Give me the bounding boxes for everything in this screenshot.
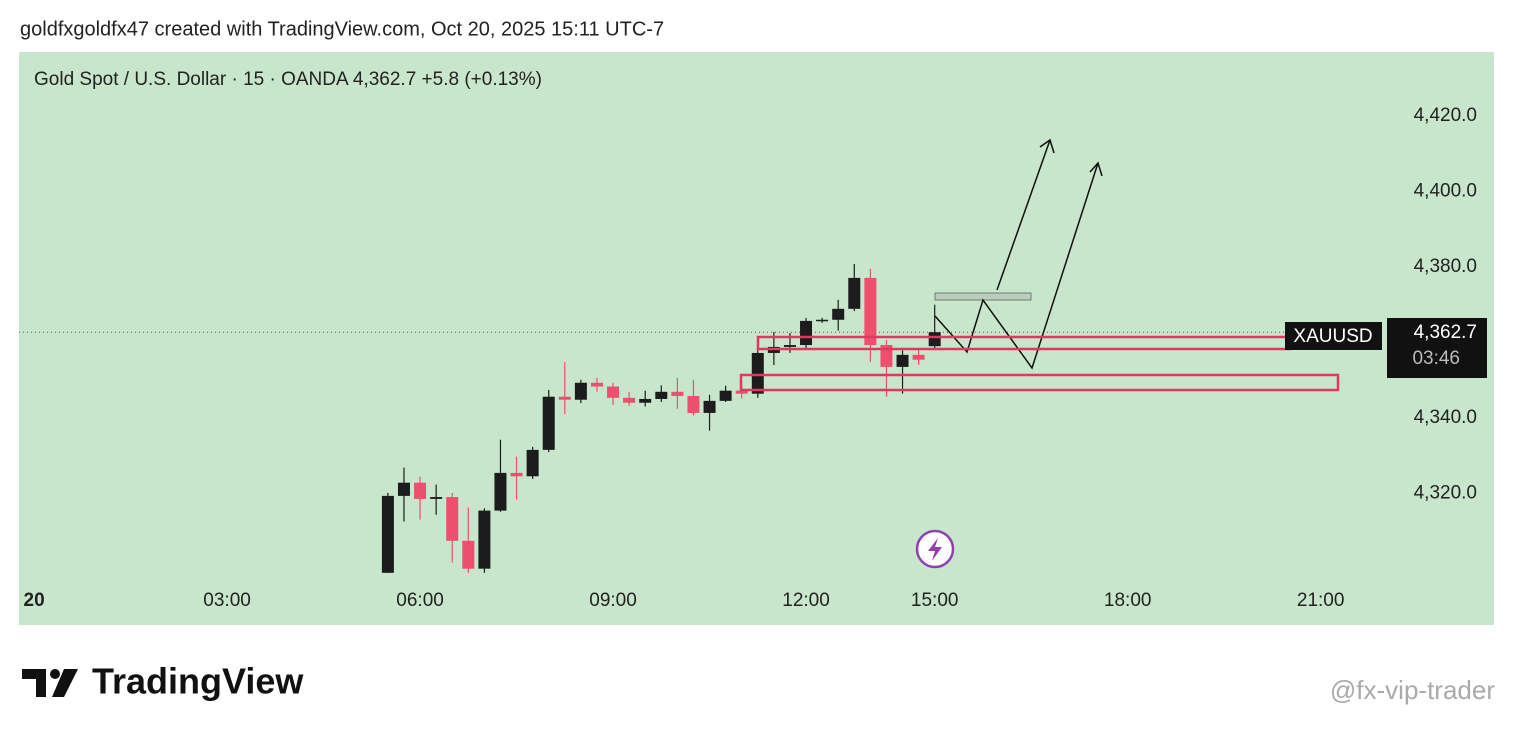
candle-body [639, 398, 652, 403]
y-tick-label: 4,340.0 [1414, 407, 1477, 428]
path-arrow [934, 162, 1099, 370]
projection-arrows [934, 138, 1103, 370]
candle-body [800, 320, 813, 346]
last-price-label: 4,362.7 [1414, 322, 1477, 343]
candle-body [510, 472, 523, 477]
x-tick-label: 18:00 [1104, 590, 1152, 611]
candle-body [687, 395, 700, 413]
lightning-icon [915, 529, 955, 569]
y-tick-label: 4,320.0 [1414, 482, 1477, 503]
y-tick-label: 4,400.0 [1414, 181, 1477, 202]
candle-body [462, 540, 475, 569]
candle-body [832, 308, 845, 320]
y-tick-label: 4,420.0 [1414, 105, 1477, 126]
candle-body [928, 332, 941, 347]
candle-body [446, 497, 459, 541]
candle-body [896, 354, 909, 367]
candle-body [430, 497, 443, 499]
candle-body [848, 277, 861, 309]
arrow-head [1039, 138, 1055, 154]
candle-body [494, 472, 507, 511]
chart-title: Gold Spot / U.S. Dollar · 15 · OANDA 4,3… [34, 69, 542, 90]
candle-body [703, 400, 716, 413]
candle-body [558, 396, 571, 400]
candle-body [671, 391, 684, 396]
candle-body [816, 319, 829, 322]
x-tick-label: 15:00 [911, 590, 959, 611]
zone [739, 373, 1340, 392]
candle-body [623, 397, 636, 403]
x-tick-label: 20 [24, 590, 45, 611]
symbol: XAUUSD [1293, 326, 1372, 347]
chart-panel [19, 52, 1494, 625]
attribution: goldfxgoldfx47 created with TradingView.… [20, 18, 664, 40]
candle-body [751, 352, 764, 394]
candle-body [735, 390, 748, 394]
candle-body [381, 495, 394, 573]
candle-body [397, 482, 410, 496]
candle-body [655, 391, 668, 399]
path-arrow [996, 139, 1051, 291]
candle-body [478, 510, 491, 569]
plot: 4,320.0 4,340.0 4,380.0 4,400.0 4,420.0 20 03:… [19, 105, 1477, 611]
x-tick-label: 21:00 [1297, 590, 1345, 611]
candle-body [880, 345, 893, 367]
candle-body [719, 390, 732, 401]
x-tick-label: 03:00 [203, 590, 251, 611]
symbol-badge [1285, 322, 1382, 350]
candle-body [783, 345, 796, 347]
x-tick-label: 06:00 [396, 590, 444, 611]
candle-body [607, 386, 620, 398]
brand: TradingView [92, 661, 304, 702]
candle-body [526, 449, 539, 477]
candle-body [414, 482, 427, 499]
arrow-head [1089, 161, 1103, 177]
x-tick-label: 12:00 [782, 590, 830, 611]
brand-logo [22, 669, 78, 697]
candle-body [590, 382, 603, 387]
candle-body [542, 396, 555, 450]
candle-body [912, 354, 925, 360]
y-tick-label: 4,380.0 [1414, 256, 1477, 277]
candle-body [574, 382, 587, 400]
watermark: @fx-vip-trader [1330, 675, 1495, 705]
x-tick-label: 09:00 [589, 590, 637, 611]
countdown: 03:46 [1412, 348, 1460, 369]
price-badge [1387, 318, 1487, 378]
candle-body [864, 277, 877, 346]
